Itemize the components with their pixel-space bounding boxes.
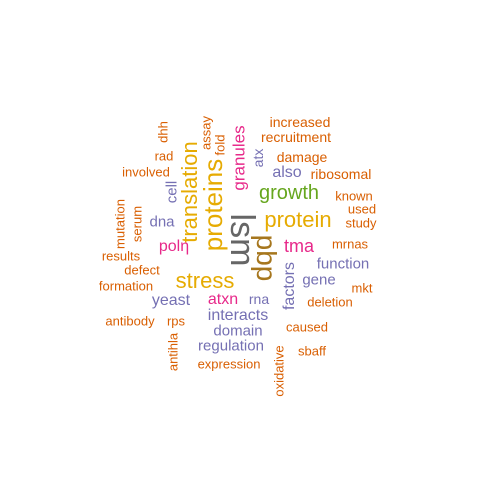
word-mkt: mkt [351, 280, 373, 296]
word-atx: atx [250, 148, 266, 168]
word-function: function [316, 255, 370, 273]
word-sbaff: sbaff [298, 343, 326, 359]
word-rad: rad [154, 148, 174, 164]
word-poln: polη [158, 238, 190, 255]
word-expression: expression [197, 356, 261, 372]
word-also: also [272, 164, 302, 181]
word-defect: defect [124, 262, 160, 278]
word-damage: damage [276, 149, 328, 165]
word-growth: growth [258, 182, 320, 204]
word-pbp: pbp [251, 234, 282, 282]
word-tma: tma [283, 236, 315, 256]
word-antihla: antihla [165, 332, 181, 372]
word-rna: rna [248, 291, 270, 307]
word-formation: formation [98, 278, 154, 294]
word-results: results [101, 248, 141, 264]
word-proteins: proteins [198, 158, 228, 252]
word-stress: stress [175, 268, 235, 293]
word-mutation: mutation [112, 199, 128, 249]
word-atxn: atxn [207, 291, 239, 308]
word-regulation: regulation [198, 337, 264, 355]
word-cell: cell [163, 180, 181, 204]
word-recruitment: recruitment [260, 129, 332, 145]
word-oxidative: oxidative [271, 345, 287, 397]
word-involved: involved [122, 164, 170, 180]
word-serum: serum [129, 205, 145, 243]
word-deletion: deletion [307, 294, 353, 310]
word-translation: translation [177, 141, 202, 243]
word-used: used [347, 201, 377, 217]
word-yeast: yeast [151, 292, 191, 309]
word-ribosomal: ribosomal [310, 166, 372, 182]
word-interacts: interacts [207, 307, 269, 324]
word-factors: factors [281, 261, 298, 311]
word-domain: domain [213, 322, 263, 340]
word-mrnas: mrnas [331, 236, 369, 252]
word-increased: increased [269, 114, 331, 130]
word-study: study [345, 215, 377, 231]
word-dhh: dhh [155, 121, 171, 143]
word-rps: rps [166, 313, 186, 329]
word-known: known [335, 188, 373, 204]
word-dna: dna [149, 213, 175, 231]
word-granules: granules [229, 125, 249, 191]
word-fold: fold [212, 134, 228, 156]
word-assay: assay [198, 116, 214, 150]
word-gene: gene [302, 271, 336, 289]
word-antibody: antibody [105, 313, 155, 329]
word-protein: protein [264, 207, 332, 232]
word-caused: caused [286, 319, 328, 335]
